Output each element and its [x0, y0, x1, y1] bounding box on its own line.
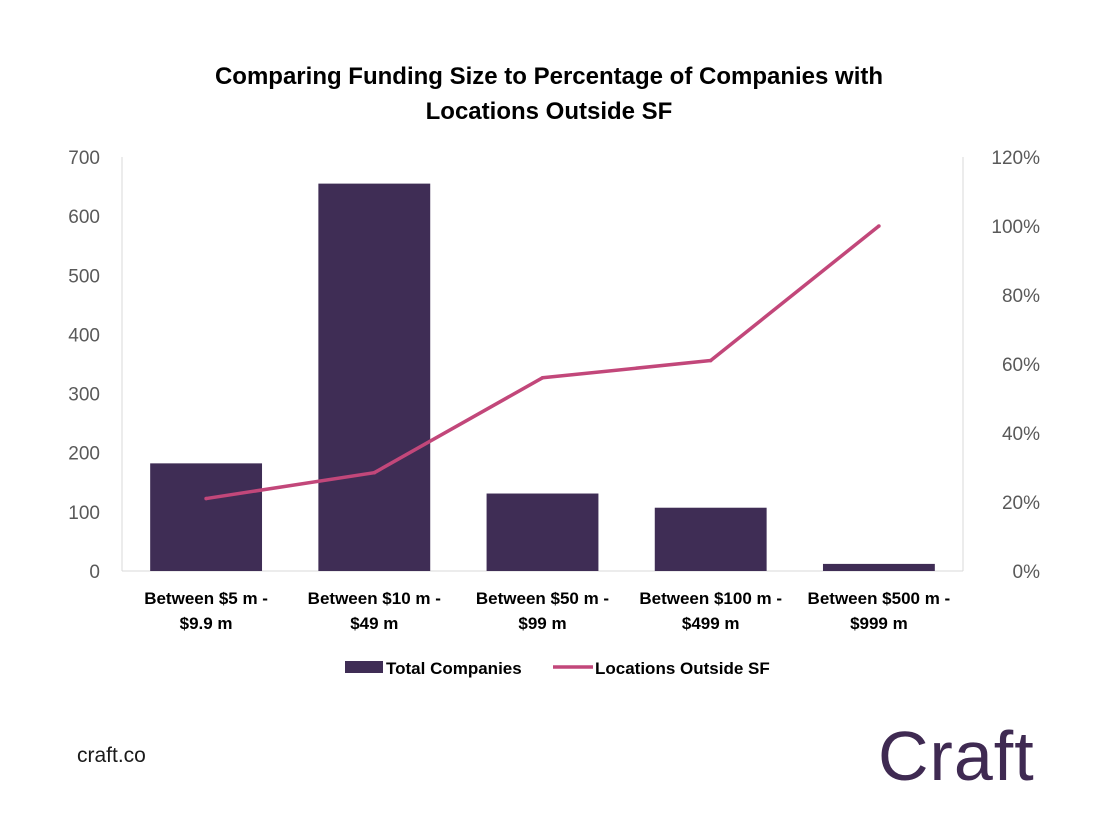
y-left-tick-label: 500	[68, 266, 100, 287]
bar	[486, 493, 599, 571]
legend-label: Total Companies	[386, 659, 522, 678]
y-left-tick-label: 300	[68, 385, 100, 406]
bar	[150, 463, 263, 571]
x-tick-label: Between $5 m -	[144, 589, 268, 608]
legend-swatch-bar	[345, 661, 383, 673]
line-point	[877, 224, 881, 228]
chart-title-line: Comparing Funding Size to Percentage of …	[215, 63, 883, 90]
bar	[822, 563, 935, 571]
x-tick-label: $99 m	[518, 614, 566, 633]
line-point	[540, 376, 545, 380]
x-tick-label: $9.9 m	[180, 614, 233, 633]
bar-series	[150, 183, 935, 571]
chart-title: Comparing Funding Size to Percentage of …	[215, 63, 883, 125]
bar	[654, 507, 767, 571]
x-tick-label: Between $500 m -	[808, 589, 951, 608]
y-right-tick-label: 40%	[1002, 424, 1040, 445]
x-tick-label: $499 m	[682, 614, 740, 633]
line-point	[708, 358, 713, 363]
legend: Total Companies Locations Outside SF	[345, 659, 770, 678]
y-left-tick-label: 200	[68, 444, 100, 465]
line-point	[372, 470, 377, 475]
y-left-tick-label: 0	[89, 562, 100, 583]
x-tick-label: $999 m	[850, 614, 908, 633]
y-right-tick-label: 60%	[1002, 355, 1040, 376]
line-series	[204, 224, 881, 501]
y-right-tick-label: 0%	[1013, 562, 1041, 583]
footer-url: craft.co	[77, 744, 146, 767]
category-labels: Between $5 m - $9.9 m Between $10 m - $49 m…	[144, 589, 950, 633]
x-tick-label: $49 m	[350, 614, 398, 633]
y-right-tick-label: 120%	[991, 148, 1040, 169]
y-left-tick-label: 700	[68, 148, 100, 169]
y-left-tick-label: 600	[68, 207, 100, 228]
legend-label: Locations Outside SF	[595, 659, 770, 678]
chart-axes: 0 100 200 300 400 500 600 700 0% 20% 40% 60% 80% 100%…	[68, 148, 1040, 583]
y-right-tick-label: 100%	[991, 217, 1040, 238]
craft-logo: Craft	[878, 717, 1035, 795]
x-tick-label: Between $10 m -	[308, 589, 441, 608]
chart-title-line: Locations Outside SF	[426, 98, 673, 125]
y-left-tick-label: 400	[68, 325, 100, 346]
y-right-tick-label: 80%	[1002, 286, 1040, 307]
line-point	[204, 496, 208, 501]
line-path	[205, 224, 880, 501]
y-right-tick-label: 20%	[1002, 493, 1040, 514]
x-tick-label: Between $100 m -	[639, 589, 782, 608]
y-left-tick-label: 100	[68, 503, 100, 524]
x-tick-label: Between $50 m -	[476, 589, 609, 608]
bar	[318, 183, 431, 571]
